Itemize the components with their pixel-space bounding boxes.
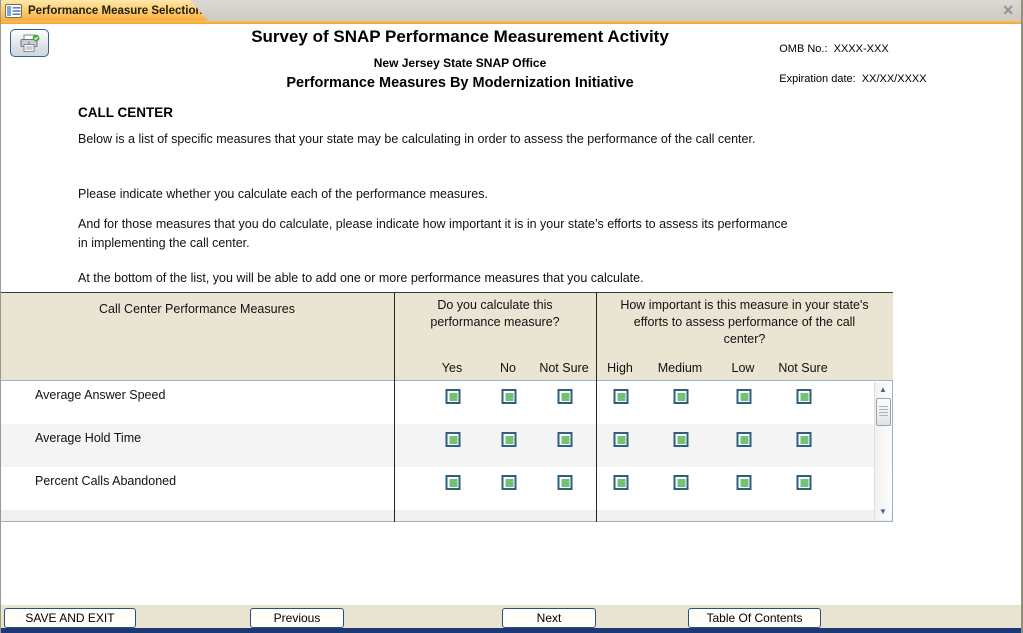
checkbox-row3-low[interactable] (736, 475, 752, 490)
office-subtitle: New Jersey State SNAP Office (373, 56, 547, 70)
column-group-calculate: Do you calculate this performance measur… (430, 298, 560, 329)
checkbox-row1-no[interactable] (501, 389, 517, 404)
checkbox-row3-not-sure[interactable] (557, 475, 573, 490)
checkbox-row3-yes[interactable] (445, 475, 461, 490)
measure-label: Percent Calls Abandoned (35, 474, 177, 488)
grid-header: Call Center Performance Measures Do you … (0, 292, 893, 380)
vertical-scrollbar[interactable]: ▲ ▼ (874, 382, 891, 520)
previous-button[interactable]: Previous (250, 608, 344, 628)
scrollbar-thumb[interactable] (876, 398, 891, 426)
section-title: Performance Measures By Modernization In… (286, 75, 634, 91)
grid-divider (596, 292, 597, 522)
checkbox-row2-high[interactable] (613, 432, 629, 447)
checkbox-row3-importance-not-sure[interactable] (796, 475, 812, 490)
expiration-date: Expiration date: XX/XX/XXXX (779, 73, 927, 85)
checkbox-row3-high[interactable] (613, 475, 629, 490)
subheader-no: No (500, 361, 516, 375)
column-header-measures: Call Center Performance Measures (99, 302, 295, 316)
close-icon[interactable]: ✕ (1002, 2, 1014, 18)
checkbox-row1-importance-not-sure[interactable] (796, 389, 812, 404)
grid-divider (394, 292, 395, 522)
save-and-exit-button[interactable]: SAVE AND EXIT (4, 608, 136, 628)
checkbox-row2-no[interactable] (501, 432, 517, 447)
column-group-importance: How important is this measure in your st… (620, 298, 869, 346)
table-row-partial (1, 510, 892, 521)
intro-paragraph: And for those measures that you do calcu… (78, 217, 788, 250)
page-title: Survey of SNAP Performance Measurement A… (251, 27, 669, 46)
table-row: Average Hold Time (1, 424, 892, 467)
subheader-medium: Medium (657, 361, 703, 375)
subheader-yes: Yes (441, 361, 463, 375)
measure-label: Average Answer Speed (35, 388, 166, 402)
measures-grid: Average Answer Speed Average Hold Time P… (0, 380, 893, 522)
checkbox-row2-importance-not-sure[interactable] (796, 432, 812, 447)
table-row: Percent Calls Abandoned (1, 467, 892, 510)
table-of-contents-button[interactable]: Table Of Contents (688, 608, 821, 628)
checkbox-row1-yes[interactable] (445, 389, 461, 404)
call-center-heading: CALL CENTER (78, 105, 174, 120)
checkbox-row1-not-sure[interactable] (557, 389, 573, 404)
checkbox-row1-high[interactable] (613, 389, 629, 404)
intro-paragraph: Below is a list of specific measures tha… (78, 132, 756, 146)
next-button[interactable]: Next (502, 608, 596, 628)
omb-number: OMB No.: XXXX-XXX (779, 43, 889, 55)
footer-bar: SAVE AND EXIT Previous Next Table Of Con… (0, 605, 1023, 628)
scroll-down-icon[interactable]: ▼ (879, 507, 887, 516)
table-row: Average Answer Speed (1, 381, 892, 424)
checkbox-row2-medium[interactable] (673, 432, 689, 447)
checkbox-row1-low[interactable] (736, 389, 752, 404)
subheader-not-sure: Not Sure (539, 361, 589, 375)
tab-accent-strip (0, 21, 1023, 24)
checkbox-row1-medium[interactable] (673, 389, 689, 404)
tab-performance-measure-selection[interactable]: Performance Measure Selection (0, 0, 208, 21)
checkbox-row2-not-sure[interactable] (557, 432, 573, 447)
printer-icon (20, 34, 39, 52)
print-button[interactable] (10, 29, 49, 57)
intro-paragraph: Please indicate whether you calculate ea… (78, 187, 488, 201)
document-tab-bar (0, 0, 1023, 21)
checkbox-row3-medium[interactable] (673, 475, 689, 490)
subheader-importance-not-sure: Not Sure (778, 361, 828, 375)
checkbox-row2-low[interactable] (736, 432, 752, 447)
window-left-border (0, 0, 1, 633)
tab-label: Performance Measure Selection (28, 4, 203, 17)
checkbox-row2-yes[interactable] (445, 432, 461, 447)
subheader-low: Low (731, 361, 755, 375)
window-bottom-border (0, 628, 1023, 633)
scroll-up-icon[interactable]: ▲ (879, 385, 887, 394)
subheader-high: High (607, 361, 633, 375)
intro-paragraph: At the bottom of the list, you will be a… (78, 271, 644, 285)
measure-label: Average Hold Time (35, 431, 142, 445)
omb-info: OMB No.: XXXX-XXX Expiration date: XX/XX… (767, 27, 927, 102)
form-icon (5, 3, 22, 18)
checkbox-row3-no[interactable] (501, 475, 517, 490)
window-right-border (1021, 0, 1023, 633)
